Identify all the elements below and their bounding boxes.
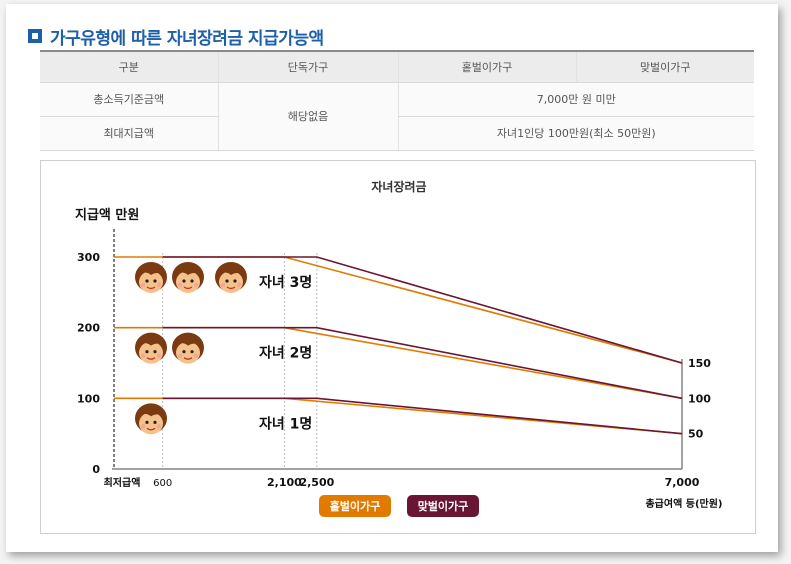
y-tick-label: 300 bbox=[77, 251, 100, 264]
table-row: 총소득기준금액 해당없음 7,000만 원 미만 bbox=[40, 82, 754, 151]
group-label: 자녀 2명 bbox=[259, 345, 312, 362]
col-header: 구분 bbox=[40, 50, 218, 83]
y-tick-label: 200 bbox=[77, 322, 100, 335]
chart-title: 자녀장려금 bbox=[371, 179, 426, 194]
x-tick-label: 최저급액 bbox=[104, 476, 141, 489]
page-title: 가구유형에 따른 자녀장려금 지급가능액 bbox=[50, 28, 324, 49]
series-line-dual-earner bbox=[162, 256, 683, 364]
group-label: 자녀 3명 bbox=[259, 274, 312, 291]
child-face-icon bbox=[135, 332, 167, 364]
y-tick-label: 0 bbox=[92, 463, 100, 476]
col-header: 맞벌이가구 bbox=[575, 50, 754, 83]
series-line-single-earner bbox=[114, 397, 683, 435]
legend-badge bbox=[319, 495, 391, 517]
end-value-label: 100 bbox=[688, 392, 711, 405]
x-tick-label: 600 bbox=[153, 478, 172, 489]
end-value-label: 50 bbox=[688, 428, 704, 441]
section-header: 가구유형에 따른 자녀장려금 지급가능액 bbox=[28, 24, 324, 49]
x-axis-label: 총급여액 등(만원) bbox=[645, 497, 722, 510]
table-row: 최대지급액 자녀1인당 100만원(최소 50만원) bbox=[40, 116, 754, 151]
child-face-icon bbox=[215, 262, 247, 293]
legend-label: 홑벌이가구 bbox=[330, 499, 381, 513]
row-label: 최대지급액 bbox=[40, 116, 218, 151]
x-tick-label: 2,500 bbox=[299, 476, 334, 489]
legend-badge bbox=[407, 495, 479, 517]
col-header: 단독가구 bbox=[217, 50, 398, 83]
table-header-row: 구분 단독가구 홑벌이가구 맞벌이가구 bbox=[40, 50, 754, 83]
child-face-icon bbox=[135, 403, 167, 435]
child-face-icon bbox=[172, 262, 204, 293]
couple-household-cell: 7,000만 원 미만 bbox=[397, 82, 754, 117]
x-tick-label: 7,000 bbox=[665, 476, 700, 489]
series-line-dual-earner bbox=[162, 326, 683, 400]
eligibility-table: 구분 단독가구 홑벌이가구 맞벌이가구 총소득기준금액 해당없음 7,000만 … bbox=[40, 50, 754, 151]
square-bullet-icon bbox=[28, 29, 42, 43]
legend-label: 맞벌이가구 bbox=[418, 499, 469, 513]
child-face-icon bbox=[135, 262, 167, 293]
row-label: 총소득기준금액 bbox=[40, 82, 218, 117]
end-value-label: 150 bbox=[688, 357, 711, 370]
col-header: 홑벌이가구 bbox=[397, 50, 576, 83]
y-tick-label: 100 bbox=[77, 392, 100, 405]
x-tick-label: 2,100 bbox=[267, 476, 302, 489]
child-face-icon bbox=[172, 332, 204, 364]
series-line-dual-earner bbox=[162, 397, 683, 435]
single-household-cell: 해당없음 bbox=[217, 82, 398, 151]
couple-household-cell: 자녀1인당 100만원(최소 50만원) bbox=[397, 116, 754, 151]
group-label: 자녀 1명 bbox=[259, 415, 312, 432]
y-axis-label: 지급액 만원 bbox=[75, 207, 139, 223]
